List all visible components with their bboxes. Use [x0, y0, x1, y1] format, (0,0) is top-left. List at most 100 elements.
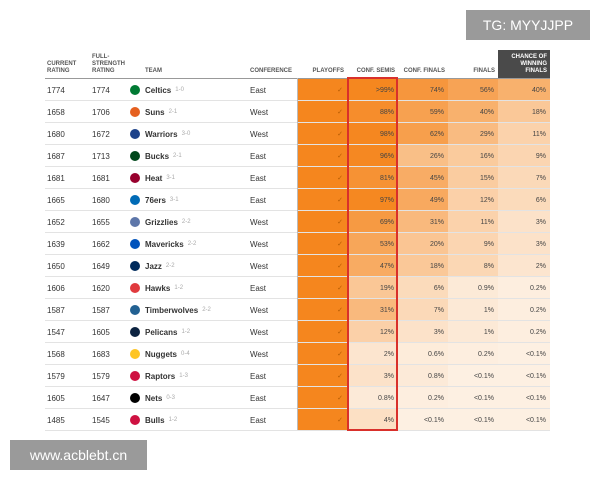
playoffs-check: ✓ [297, 365, 347, 387]
probability-cell: 0.2% [448, 343, 498, 365]
probability-cell: 40% [498, 79, 550, 101]
full-strength-rating: 1620 [92, 283, 110, 293]
playoffs-check: ✓ [297, 101, 347, 123]
probability-cell: 7% [398, 299, 448, 321]
probability-cell: 9% [448, 233, 498, 255]
series-record: 0-3 [166, 395, 176, 401]
series-record: 2-1 [173, 153, 182, 159]
current-rating: 1579 [47, 371, 65, 381]
team-logo [130, 393, 140, 403]
conference: East [250, 283, 267, 293]
playoffs-check: ✓ [297, 387, 347, 409]
team: Grizzlies 2-2 [145, 211, 249, 233]
full-strength-rating: 1681 [92, 173, 110, 183]
team-logo [130, 239, 140, 249]
column-header: CONFERENCE [250, 68, 293, 74]
playoffs-check: ✓ [297, 233, 347, 255]
probability-cell: 3% [498, 233, 550, 255]
team-name: Bucks [145, 151, 170, 161]
probability-cell: 4% [347, 409, 398, 431]
probability-cell: <0.1% [498, 343, 550, 365]
team: Pelicans 1-2 [145, 321, 249, 343]
team-logo [130, 371, 140, 381]
probability-cell: >99% [347, 79, 398, 101]
current-rating: 1547 [47, 327, 65, 337]
conference: East [250, 85, 267, 95]
playoffs-check: ✓ [297, 277, 347, 299]
conference: East [250, 371, 267, 381]
conference: East [250, 173, 267, 183]
team-name: Nuggets [145, 349, 177, 359]
probability-cell: 69% [347, 211, 398, 233]
probability-cell: 0.2% [498, 277, 550, 299]
team: Jazz 2-2 [145, 255, 249, 277]
probability-cell: 9% [498, 145, 550, 167]
playoffs-check: ✓ [297, 123, 347, 145]
team-logo [130, 415, 140, 425]
probability-cell: 59% [398, 101, 448, 123]
team-name: Jazz [145, 261, 162, 271]
current-rating: 1605 [47, 393, 65, 403]
full-strength-rating: 1680 [92, 195, 110, 205]
probability-cell: 18% [398, 255, 448, 277]
series-record: 2-1 [168, 109, 178, 115]
full-strength-rating: 1774 [92, 85, 110, 95]
probability-cell: 15% [448, 167, 498, 189]
playoffs-check: ✓ [297, 409, 347, 431]
team-logo [130, 195, 140, 205]
probability-cell: 0.9% [448, 277, 498, 299]
probability-cell: 49% [398, 189, 448, 211]
full-strength-rating: 1647 [92, 393, 110, 403]
probability-cell: <0.1% [398, 409, 448, 431]
playoffs-check: ✓ [297, 211, 347, 233]
probability-cell: 88% [347, 101, 398, 123]
series-record: 3-0 [181, 131, 191, 137]
team: Bucks 2-1 [145, 145, 249, 167]
conference: West [250, 305, 269, 315]
probability-cell: 2% [498, 255, 550, 277]
probability-cell: <0.1% [448, 365, 498, 387]
full-strength-rating: 1655 [92, 217, 110, 227]
probability-cell: 96% [347, 145, 398, 167]
probability-cell: 81% [347, 167, 398, 189]
team-name: Suns [145, 107, 165, 117]
conference: West [250, 239, 269, 249]
probability-cell: 8% [448, 255, 498, 277]
probability-cell: 62% [398, 123, 448, 145]
probability-cell: <0.1% [448, 409, 498, 431]
team-name: Bulls [145, 415, 165, 425]
column-header: FINALS [473, 68, 495, 74]
playoffs-check: ✓ [297, 145, 347, 167]
playoffs-check: ✓ [297, 79, 347, 101]
probability-cell: 53% [347, 233, 398, 255]
probability-cell: 18% [498, 101, 550, 123]
current-rating: 1658 [47, 107, 65, 117]
team-name: Raptors [145, 371, 176, 381]
playoffs-check: ✓ [297, 255, 347, 277]
team: Heat 3-1 [145, 167, 249, 189]
series-record: 3-1 [169, 197, 179, 203]
team-name: Pelicans [145, 327, 178, 337]
playoffs-check: ✓ [297, 321, 347, 343]
conference: East [250, 151, 267, 161]
team-logo [130, 217, 140, 227]
full-strength-rating: 1672 [92, 129, 110, 139]
probability-cell: 3% [498, 211, 550, 233]
team: Bulls 1-2 [145, 409, 249, 431]
series-record: 2-2 [165, 263, 175, 269]
conference: East [250, 195, 267, 205]
series-record: 1-2 [174, 285, 184, 291]
current-rating: 1665 [47, 195, 65, 205]
series-record: 1-3 [179, 373, 188, 379]
watermark: www.acblebt.cn [10, 440, 147, 470]
probability-cell: 19% [347, 277, 398, 299]
team-logo [130, 107, 140, 117]
probability-cell: 20% [398, 233, 448, 255]
conference: West [250, 349, 269, 359]
team-name: Timberwolves [145, 305, 199, 315]
probability-cell: 16% [448, 145, 498, 167]
team-logo [130, 283, 140, 293]
series-record: 2-2 [181, 219, 191, 225]
team: Raptors 1-3 [145, 365, 249, 387]
conference: West [250, 107, 269, 117]
